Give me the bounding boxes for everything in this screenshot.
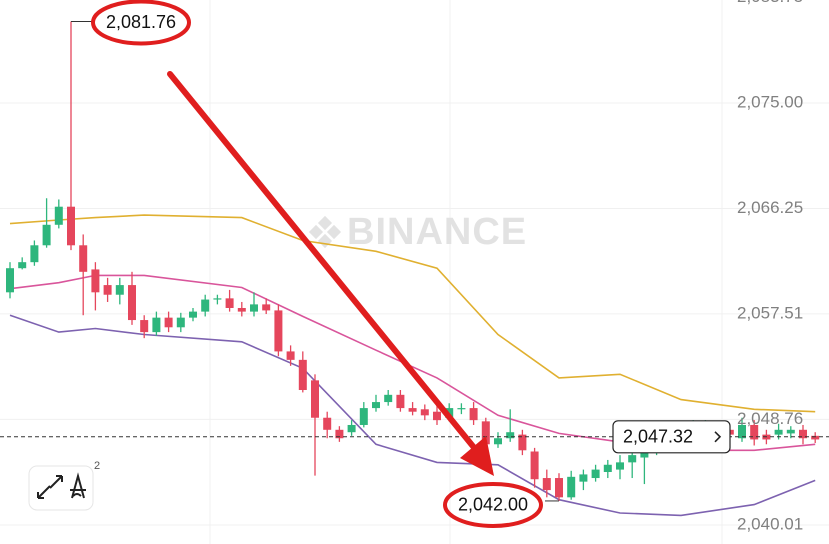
candle-body — [225, 298, 234, 308]
draw-icon — [70, 472, 86, 499]
arrow-head — [460, 436, 494, 476]
y-tick-label: 2,075.00 — [737, 92, 803, 111]
candle-body — [176, 317, 185, 328]
candle-body — [555, 478, 563, 498]
candle-body — [42, 224, 51, 246]
grid — [0, 102, 829, 526]
candle-body — [591, 469, 600, 479]
candle-body — [494, 438, 502, 445]
candle-body — [616, 462, 624, 470]
candle-body — [640, 451, 649, 458]
candle-body — [469, 408, 478, 421]
candle-body — [347, 424, 356, 433]
candle-body — [91, 269, 100, 293]
candle-body — [750, 424, 759, 440]
expand-icon — [37, 475, 63, 499]
candle-body — [237, 307, 246, 312]
candle-body — [420, 409, 429, 416]
candle-body — [786, 429, 795, 434]
candle-body — [579, 474, 588, 482]
y-tick-label: 2,040.01 — [737, 514, 803, 533]
candle-body — [542, 478, 551, 491]
candle-body — [518, 434, 527, 451]
candle-body — [6, 268, 14, 293]
candle-body — [359, 408, 368, 425]
bands — [9, 214, 816, 517]
candle-body — [372, 402, 380, 409]
candle-body — [298, 359, 307, 391]
y-axis: 2,083.75 2,075.00 2,066.25 2,057.51 2,048.76… — [737, 0, 803, 533]
tool-button-box[interactable] — [28, 465, 94, 511]
candle-body — [201, 299, 210, 312]
candle-body — [799, 429, 807, 439]
candle-body — [603, 464, 612, 473]
candle-body — [262, 304, 271, 311]
watermark-text: BINANCE — [347, 211, 527, 253]
candle-body — [481, 421, 490, 445]
chevron — [714, 431, 722, 443]
candle-body — [530, 451, 539, 480]
candle-body — [567, 476, 576, 498]
indicator-badge: 2 — [94, 460, 100, 472]
last-price-label: 2,047.32 — [623, 427, 693, 447]
annotation-label: 2,081.76 — [106, 12, 176, 32]
candle-body — [128, 285, 136, 321]
candle-body — [30, 245, 39, 263]
band-line — [9, 214, 816, 413]
candle-body — [335, 429, 344, 439]
annotations: 2,081.76 2,042.00 — [71, 0, 559, 528]
red-arrow — [167, 71, 494, 476]
candle-body — [457, 408, 466, 410]
candle-body — [54, 206, 63, 225]
candles — [6, 21, 820, 501]
candle-body — [811, 435, 820, 440]
candle-body — [628, 455, 637, 463]
annotation-circle — [443, 481, 543, 528]
candle-body — [738, 424, 746, 439]
annotation-circle — [91, 0, 191, 46]
candle-body — [189, 311, 197, 318]
candle-body — [103, 285, 112, 295]
vertical-grid — [209, 0, 723, 544]
band-line — [9, 314, 816, 517]
candle-body — [286, 351, 295, 360]
candle-body — [384, 394, 393, 403]
candle-body — [18, 262, 27, 269]
y-tick-label: 2,083.75 — [737, 0, 803, 6]
last-price: 2,047.32 — [0, 420, 829, 454]
candle-body — [115, 285, 124, 295]
candle-body — [396, 394, 405, 409]
candle-body — [140, 320, 149, 333]
annotation-label: 2,042.00 — [458, 495, 528, 515]
last-price-box — [612, 420, 731, 454]
candle-body — [250, 304, 258, 312]
candle-body — [274, 310, 283, 352]
y-tick-label: 2,057.51 — [737, 303, 803, 322]
candle-body — [433, 411, 441, 421]
candle-body — [79, 245, 88, 272]
y-tick-label: 2,048.76 — [737, 409, 803, 428]
tool-button[interactable]: 2 — [28, 460, 100, 511]
candle-body — [67, 206, 75, 246]
candle-body — [774, 429, 783, 435]
candle-body — [408, 408, 417, 412]
candle-body — [323, 417, 332, 430]
arrow-shaft — [167, 71, 479, 453]
candle-body — [311, 380, 319, 418]
watermark-logo — [308, 215, 342, 249]
candle-body — [213, 298, 222, 300]
y-tick-label: 2,066.25 — [737, 198, 803, 217]
candle-body — [164, 317, 173, 328]
candle-body — [506, 432, 515, 439]
candle-body — [152, 317, 161, 333]
watermark: BINANCE — [308, 211, 527, 253]
